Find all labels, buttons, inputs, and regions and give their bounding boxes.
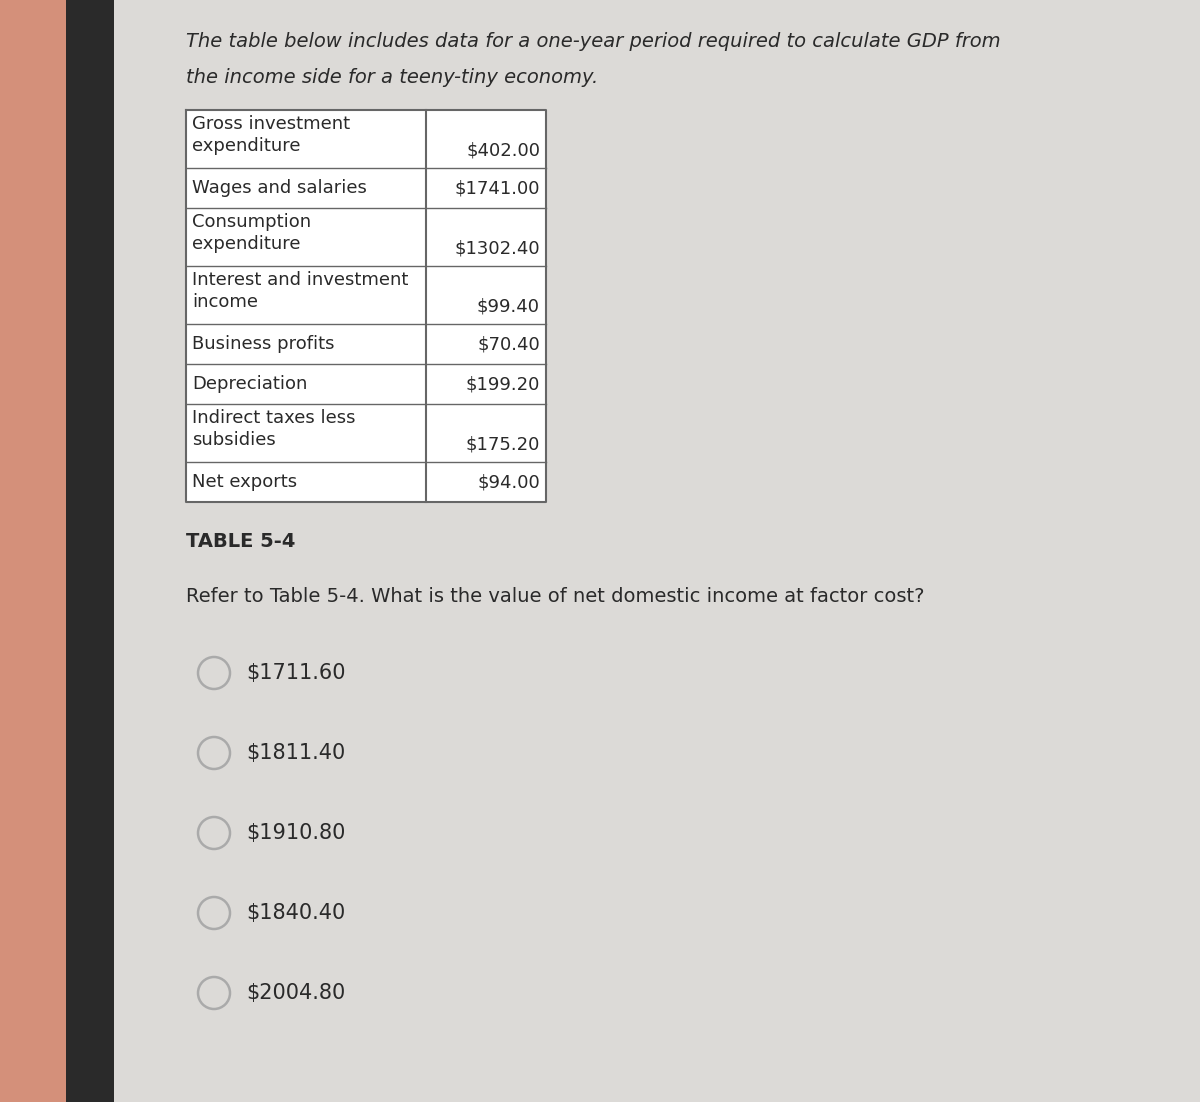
- Text: Gross investment: Gross investment: [192, 115, 350, 133]
- Text: $2004.80: $2004.80: [246, 983, 346, 1003]
- Text: the income side for a teeny-tiny economy.: the income side for a teeny-tiny economy…: [186, 68, 599, 87]
- Text: $70.40: $70.40: [478, 335, 540, 353]
- Text: $199.20: $199.20: [466, 375, 540, 393]
- Text: expenditure: expenditure: [192, 137, 300, 155]
- Text: Net exports: Net exports: [192, 473, 298, 491]
- FancyBboxPatch shape: [186, 110, 546, 503]
- Text: $1741.00: $1741.00: [455, 179, 540, 197]
- Text: $1711.60: $1711.60: [246, 663, 346, 683]
- Text: $99.40: $99.40: [478, 298, 540, 316]
- Text: Depreciation: Depreciation: [192, 375, 307, 393]
- Text: Indirect taxes less: Indirect taxes less: [192, 409, 355, 426]
- Text: $1840.40: $1840.40: [246, 903, 346, 923]
- Text: $94.00: $94.00: [478, 473, 540, 491]
- FancyBboxPatch shape: [0, 0, 66, 1102]
- Text: Business profits: Business profits: [192, 335, 335, 353]
- Text: TABLE 5-4: TABLE 5-4: [186, 532, 295, 551]
- Text: expenditure: expenditure: [192, 235, 300, 253]
- Text: $402.00: $402.00: [466, 142, 540, 160]
- FancyBboxPatch shape: [66, 0, 114, 1102]
- Text: income: income: [192, 293, 258, 311]
- Text: $175.20: $175.20: [466, 436, 540, 454]
- Text: The table below includes data for a one-year period required to calculate GDP fr: The table below includes data for a one-…: [186, 32, 1001, 51]
- Text: subsidies: subsidies: [192, 431, 276, 449]
- Text: $1811.40: $1811.40: [246, 743, 346, 763]
- Text: Consumption: Consumption: [192, 213, 311, 231]
- Text: $1910.80: $1910.80: [246, 823, 346, 843]
- Text: Wages and salaries: Wages and salaries: [192, 179, 367, 197]
- Text: Interest and investment: Interest and investment: [192, 271, 408, 289]
- Text: $1302.40: $1302.40: [455, 240, 540, 258]
- Text: Refer to Table 5-4. What is the value of net domestic income at factor cost?: Refer to Table 5-4. What is the value of…: [186, 587, 924, 606]
